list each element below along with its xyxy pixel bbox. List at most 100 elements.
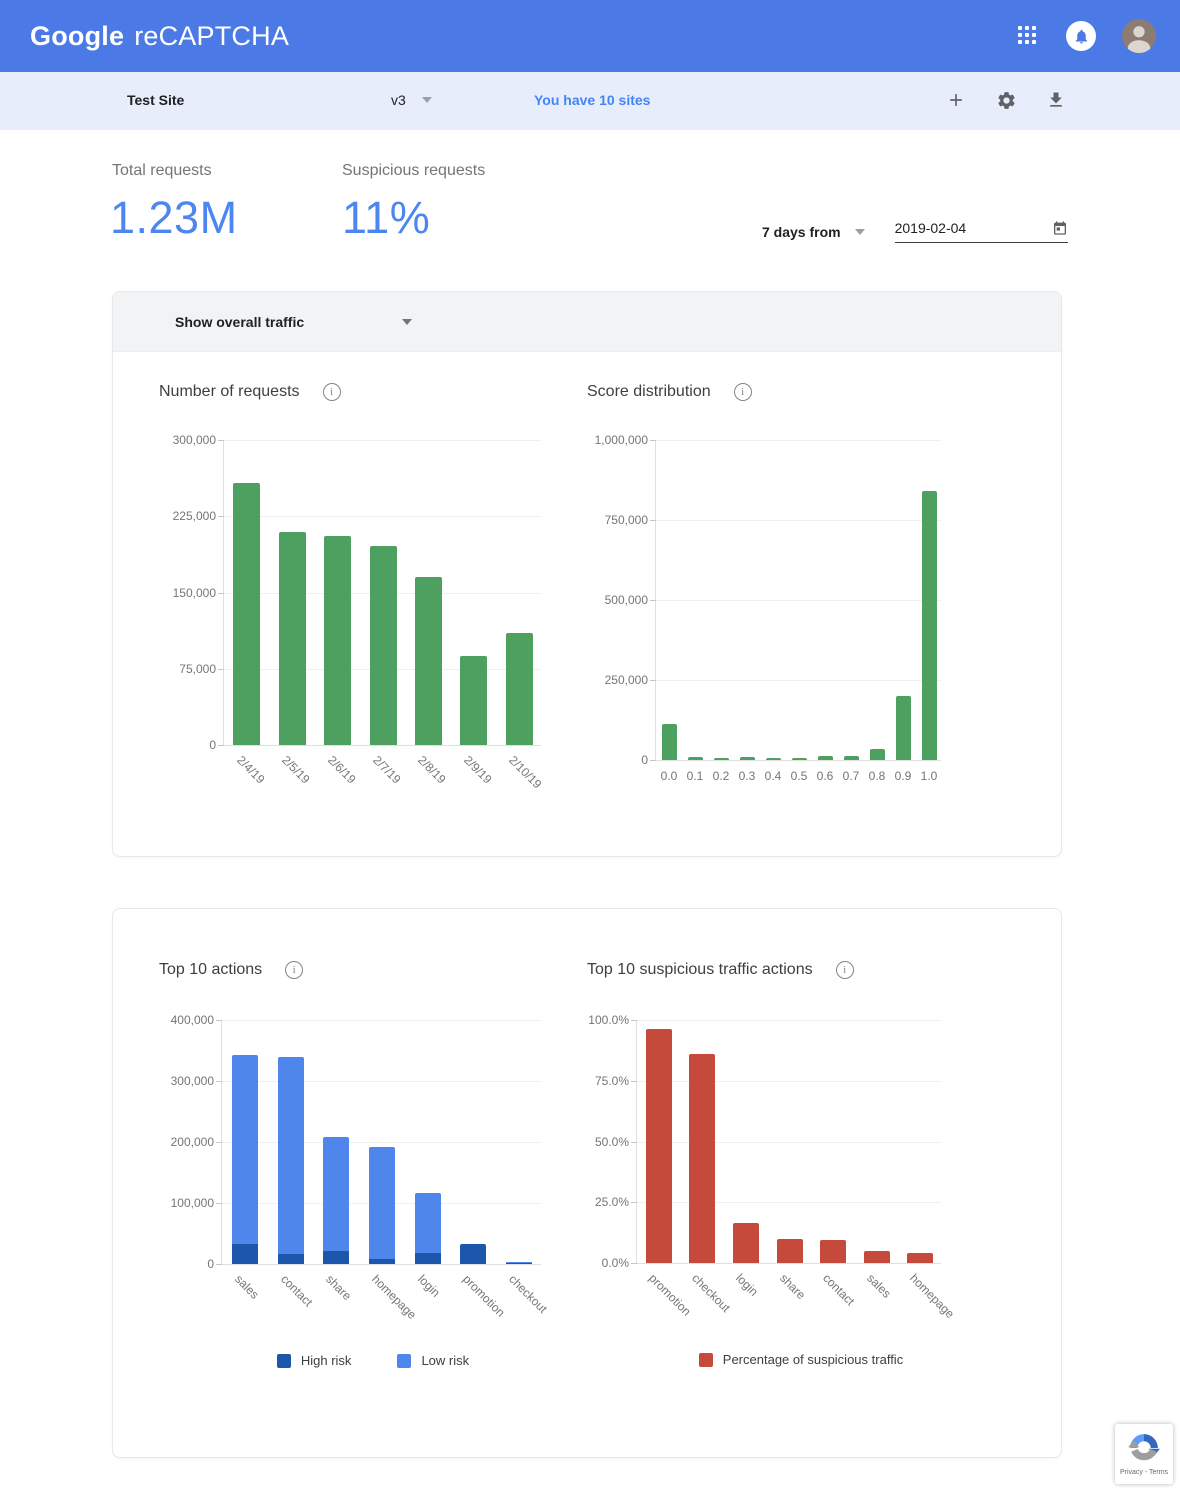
bar <box>231 1054 258 1244</box>
x-axis-label: checkout <box>689 1271 734 1315</box>
suspicious-legend: Percentage of suspicious traffic <box>587 1352 1015 1367</box>
date-value: 2019-02-04 <box>894 220 967 236</box>
axis-tick <box>650 760 656 761</box>
legend-label: Percentage of suspicious traffic <box>722 1352 904 1367</box>
bar <box>231 1243 258 1264</box>
suspicious-requests-value: 11% <box>342 192 431 243</box>
version-label: v3 <box>391 92 406 108</box>
bar <box>791 757 807 760</box>
axis-tick <box>216 1081 222 1082</box>
legend-label: High risk <box>300 1353 352 1368</box>
gridline <box>224 516 541 518</box>
date-range-dropdown[interactable]: 7 days from <box>762 223 841 240</box>
y-axis-tick-label: 750,000 <box>604 513 648 527</box>
stacked-bar-chart: 0 100,000 200,000 300,000 400,000 sales contac… <box>159 1013 587 1322</box>
x-axis-label: 0.3 <box>738 769 756 783</box>
calendar-icon[interactable] <box>1052 220 1068 236</box>
brand: Google reCAPTCHA <box>30 21 289 52</box>
info-icon[interactable]: i <box>733 383 752 401</box>
x-axis-label: promotion <box>645 1271 694 1319</box>
info-icon[interactable]: i <box>322 383 341 401</box>
gridline <box>637 1202 941 1204</box>
gridline <box>224 745 541 746</box>
site-name: Test Site <box>127 92 185 108</box>
version-dropdown[interactable]: v3 <box>391 92 432 108</box>
info-icon[interactable]: i <box>835 961 854 979</box>
traffic-filter-label: Show overall traffic <box>175 313 305 330</box>
high-risk-swatch <box>276 1353 291 1368</box>
x-axis-label: share <box>776 1271 808 1303</box>
x-axis-label: 2/9/19 <box>460 753 495 787</box>
bar <box>739 757 755 760</box>
bar <box>687 757 703 760</box>
recaptcha-badge[interactable]: Privacy - Terms <box>1115 1424 1173 1484</box>
gridline <box>224 440 541 441</box>
axis-tick <box>216 1264 222 1265</box>
y-axis-tick-label: 0 <box>209 738 216 752</box>
bar <box>323 1137 350 1252</box>
y-axis-tick-label: 400,000 <box>170 1013 214 1027</box>
notifications-bell-icon[interactable] <box>1066 21 1096 51</box>
chevron-down-icon <box>402 318 413 325</box>
chart-title: Top 10 actions <box>159 961 263 978</box>
x-axis-label: 0.1 <box>686 769 704 783</box>
y-axis-tick-label: 1,000,000 <box>594 433 648 447</box>
chevron-down-icon[interactable] <box>854 228 865 235</box>
axis-tick <box>218 516 224 518</box>
chevron-down-icon <box>421 97 432 103</box>
download-icon[interactable] <box>1044 88 1068 112</box>
user-avatar[interactable] <box>1122 19 1156 53</box>
bar <box>895 696 911 760</box>
axis-tick <box>631 1141 637 1143</box>
bar <box>369 545 397 745</box>
x-axis-label: sales <box>231 1272 262 1302</box>
apps-grid-icon[interactable] <box>1016 24 1040 48</box>
y-axis-tick-label: 0 <box>207 1257 214 1271</box>
product-name: reCAPTCHA <box>134 20 290 51</box>
x-axis-label: 0.9 <box>894 769 912 783</box>
date-filter: 7 days from 2019-02-04 <box>762 220 1068 243</box>
y-axis-tick-label: 300,000 <box>170 1074 214 1088</box>
bar <box>278 531 306 745</box>
axis-tick <box>216 1203 222 1204</box>
axis-tick <box>218 592 224 594</box>
x-axis-label: 2/6/19 <box>324 753 359 787</box>
gridline <box>222 1142 541 1143</box>
bar <box>661 724 677 760</box>
add-site-button[interactable] <box>944 88 968 112</box>
suspicious-swatch <box>698 1352 713 1367</box>
bar <box>505 633 533 745</box>
gridline <box>222 1264 541 1265</box>
axis-tick <box>631 1263 637 1264</box>
bar <box>506 1261 533 1264</box>
bar <box>732 1222 759 1263</box>
y-axis-tick-label: 75,000 <box>179 661 216 676</box>
gridline <box>656 440 941 441</box>
score-distribution-chart: Score distribution i 0 250,000 500,000 750,… <box>587 381 1015 783</box>
x-axis-label: contact <box>820 1271 858 1309</box>
bar <box>233 482 261 745</box>
settings-gear-icon[interactable] <box>994 88 1018 112</box>
y-axis-tick-label: 250,000 <box>604 673 648 687</box>
suspicious-actions-chart: Top 10 suspicious traffic actions i 0.0%… <box>587 959 1015 1368</box>
x-axis-label: homepage <box>907 1271 958 1322</box>
bar-chart: 0.0% 25.0% 50.0% 75.0% 100.0% promotion checko… <box>587 1013 1015 1321</box>
bar <box>323 1251 350 1264</box>
stats-section: Total requests 1.23M Suspicious requests… <box>0 130 1180 291</box>
bar <box>460 1243 487 1264</box>
low-risk-swatch <box>397 1353 412 1368</box>
bar <box>414 1253 441 1264</box>
info-icon[interactable]: i <box>285 961 304 979</box>
y-axis-tick-label: 75.0% <box>594 1073 629 1088</box>
date-input[interactable]: 2019-02-04 <box>894 220 1068 243</box>
legend-item-suspicious: Percentage of suspicious traffic <box>698 1352 904 1367</box>
axis-tick <box>650 600 656 601</box>
bar <box>843 756 859 760</box>
bar <box>820 1239 847 1263</box>
sites-count-link[interactable]: You have 10 sites <box>534 92 651 108</box>
gridline <box>222 1081 541 1082</box>
traffic-filter-dropdown[interactable]: Show overall traffic <box>113 292 1061 352</box>
x-axis-label: 1.0 <box>920 769 938 783</box>
privacy-terms-link[interactable]: Privacy - Terms <box>1119 1469 1169 1476</box>
y-axis-tick-label: 225,000 <box>172 509 216 524</box>
